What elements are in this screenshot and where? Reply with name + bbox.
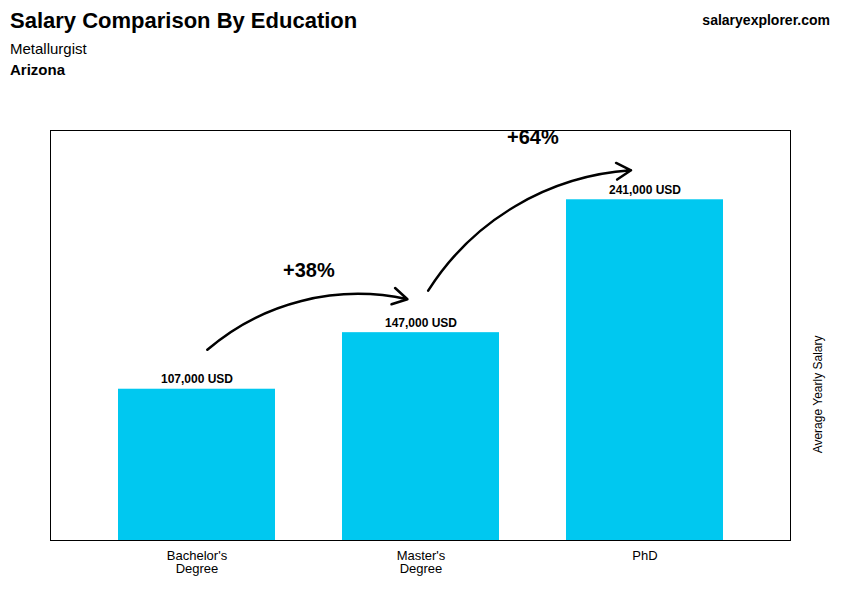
svg-text:107,000 USD: 107,000 USD — [161, 372, 233, 386]
svg-text:+38%: +38% — [283, 259, 335, 281]
html-text:Salary Comparison By Education: Salary Comparison By Education — [10, 8, 358, 33]
html-text:Arizona: Arizona — [10, 61, 65, 78]
svg-text:Master'sDegree: Master'sDegree — [397, 548, 446, 576]
svg-text:Average Yearly Salary: Average Yearly Salary — [811, 336, 825, 454]
svg-text:147,000 USD: 147,000 USD — [385, 316, 457, 330]
svg-text:+64%: +64% — [507, 126, 559, 148]
svg-text:241,000 USD: 241,000 USD — [609, 183, 681, 197]
html-text:Metallurgist: Metallurgist — [10, 40, 87, 57]
svg-text:Bachelor'sDegree: Bachelor'sDegree — [167, 548, 228, 576]
html-text:salaryexplorer.com: salaryexplorer.com — [702, 12, 830, 28]
svg-text:PhD: PhD — [632, 548, 657, 563]
